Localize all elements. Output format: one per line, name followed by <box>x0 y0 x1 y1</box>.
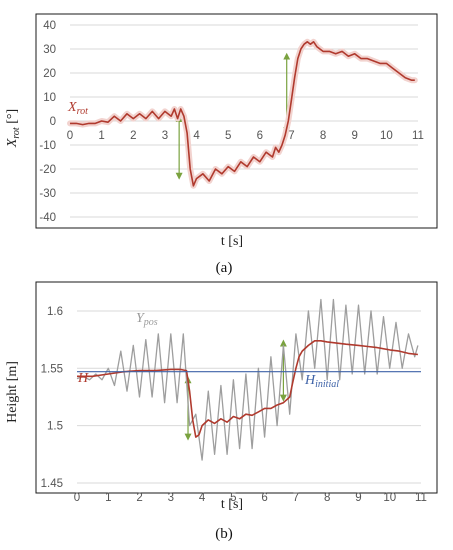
series-line <box>76 298 419 461</box>
panel-b-series <box>76 298 421 461</box>
panel-a-x-ticks: 0 1 2 3 4 5 6 7 8 9 10 11 <box>67 130 424 142</box>
y-tick-label: 20 <box>43 68 56 80</box>
x-tick-label: 9 <box>352 130 358 142</box>
panel-a-x-axis-label: t [s] <box>221 234 243 249</box>
panel-a-y-axis-label: Xrot [°] <box>5 109 22 148</box>
chart-panel-a: 40 30 20 10 0 -10 -20 -30 -40 0 1 2 3 4 5 6 7 8 9 10 11 Xro… <box>5 13 438 276</box>
chart-panel-b: 1.6 1.55 1.5 1.45 0 1 2 3 4 5 6 7 8 9 10 11 Ypos H Hin… <box>5 281 438 542</box>
panel-b-caption: (b) <box>215 526 233 542</box>
x-tick-label: 3 <box>162 130 168 142</box>
x-tick-label: 7 <box>293 492 299 504</box>
x-tick-label: 10 <box>383 492 396 504</box>
x-tick-label: 8 <box>320 130 326 142</box>
y-tick-label: 1.6 <box>47 306 63 318</box>
x-tick-label: 8 <box>324 492 330 504</box>
x-tick-label: 6 <box>257 130 263 142</box>
y-tick-label: 1.45 <box>41 478 63 490</box>
x-tick-label: 7 <box>288 130 294 142</box>
x-tick-label: 2 <box>130 130 136 142</box>
x-tick-label: 5 <box>225 130 231 142</box>
y-tick-label: -30 <box>39 188 56 200</box>
x-tick-label: 0 <box>74 492 80 504</box>
x-tick-label: 2 <box>136 492 142 504</box>
panel-a-series-label: Xrot <box>67 100 88 117</box>
x-tick-label: 3 <box>168 492 174 504</box>
y-tick-label: 30 <box>43 44 56 56</box>
panel-a-grid <box>70 24 418 218</box>
x-tick-label: 11 <box>415 492 427 504</box>
panel-a-series <box>67 38 418 189</box>
panel-b-y-axis-label: Height [m] <box>5 361 20 423</box>
x-tick-label: 1 <box>98 130 104 142</box>
y-tick-label: -40 <box>39 212 56 224</box>
x-tick-label: 4 <box>193 130 200 142</box>
y-tick-label: 1.55 <box>41 363 63 375</box>
panel-b-x-ticks: 0 1 2 3 4 5 6 7 8 9 10 11 <box>74 492 427 504</box>
panel-a-caption: (a) <box>216 260 233 276</box>
panel-b-y-ticks: 1.6 1.55 1.5 1.45 <box>41 306 63 490</box>
x-tick-label: 4 <box>199 492 206 504</box>
y-tick-label: -20 <box>39 164 56 176</box>
x-tick-label: 9 <box>355 492 361 504</box>
x-tick-label: 1 <box>105 492 111 504</box>
x-tick-label: 5 <box>230 492 236 504</box>
series-line <box>70 41 415 187</box>
series-line <box>77 340 418 438</box>
panel-b-ypos-label: Ypos <box>136 311 158 328</box>
panel-b-frame <box>35 281 438 494</box>
y-tick-label: 10 <box>43 92 56 104</box>
x-tick-label: 0 <box>67 130 73 142</box>
y-tick-label: 0 <box>50 116 56 128</box>
x-tick-label: 10 <box>380 130 393 142</box>
panel-a-y-ticks: 40 30 20 10 0 -10 -20 -30 -40 <box>39 20 56 224</box>
x-tick-label: 11 <box>412 130 424 142</box>
y-tick-label: 1.5 <box>47 421 63 433</box>
x-tick-label: 6 <box>261 492 267 504</box>
y-tick-label: 40 <box>43 20 56 32</box>
panel-b-h-initial-label: Hinitial <box>304 373 339 390</box>
panel-b-h-label: H <box>77 371 89 386</box>
y-tick-label: -10 <box>39 140 56 152</box>
panel-b-x-axis-label: t [s] <box>221 497 243 512</box>
